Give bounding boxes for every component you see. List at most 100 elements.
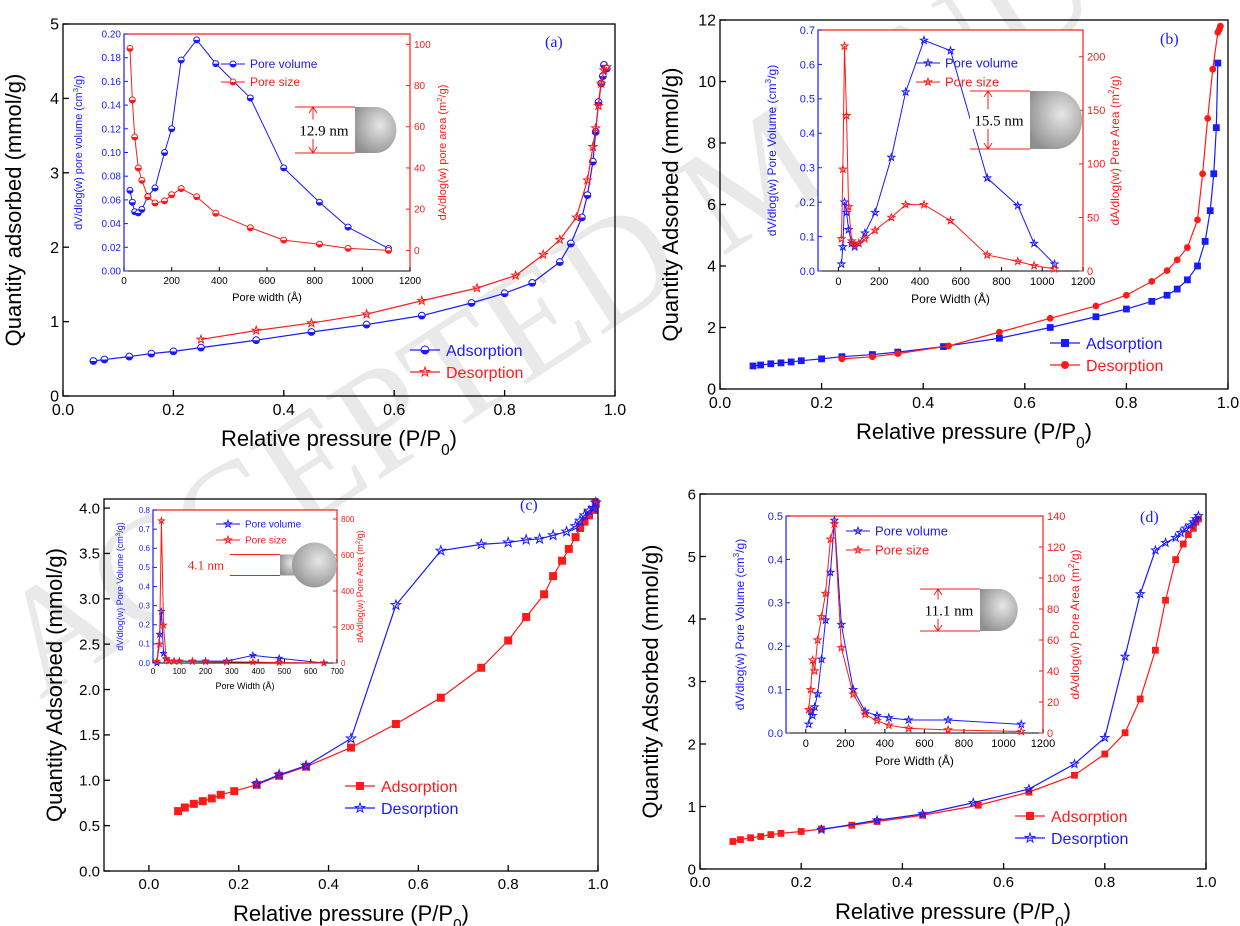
- inset-y-axis-title: dV/dlog(w) Pore Volume (cm3/g): [763, 65, 779, 236]
- y-tick-label: 0.0: [79, 863, 100, 880]
- y-tick-label: 1: [50, 314, 59, 331]
- x-tick-label: 0.2: [791, 874, 812, 891]
- inset-y-axis-title: dV/dlog(w) Pore Volume (cm3/g): [731, 539, 747, 710]
- pore-icon: [280, 542, 337, 588]
- inset-x-tick-label: 100: [173, 667, 187, 676]
- legend: Adsorption Desorption: [1015, 809, 1128, 848]
- x-tick-label: 0.4: [273, 402, 295, 419]
- data-point: [1029, 238, 1040, 248]
- data-point: [147, 349, 156, 358]
- data-point: [836, 619, 847, 629]
- inset-x-axis-title: Pore Width (Å): [215, 681, 274, 691]
- data-point: [344, 244, 352, 252]
- data-point: [585, 511, 594, 520]
- data-point: [1152, 646, 1159, 654]
- data-point: [943, 724, 954, 735]
- inset-chart: 0 100 200 300 400 500 600 700 0.0 0.1 0.2 0.3 0.4 0.5…: [115, 506, 366, 691]
- data-point: [883, 719, 894, 730]
- plot-frame: [62, 23, 616, 397]
- data-point: [131, 133, 139, 141]
- data-point: [1046, 324, 1054, 331]
- arrow-head: [933, 624, 943, 632]
- inset-chart: 0 200 400 600 800 1000 12000.00.10.20.30.40.50…: [731, 511, 1082, 768]
- pore-icon: [1030, 91, 1083, 149]
- inset-y-tick-label: 0.02: [102, 243, 122, 254]
- data-point: [1210, 170, 1218, 178]
- data-point: [198, 797, 207, 806]
- data-point: [554, 233, 566, 245]
- data-point: [996, 328, 1003, 336]
- inset-y2-tick-label: 120: [1047, 542, 1065, 554]
- data-point: [344, 732, 358, 744]
- pore-size-label: 12.9 nm: [299, 123, 349, 139]
- inset-x-axis-title: Pore width (Å): [232, 291, 302, 304]
- inset-x-tick-label: 400: [251, 667, 265, 676]
- inset-y-tick-label: 0.08: [102, 172, 122, 183]
- data-point: [1175, 526, 1187, 538]
- legend-marker: [353, 801, 367, 814]
- data-point: [272, 768, 286, 781]
- inset-chart: 0 200 400 600 800 1000 12000.00.10.20.30.40.50…: [763, 25, 1122, 306]
- inset-y-tick-label: 0.3: [139, 601, 151, 610]
- y-tick-label: 3: [50, 165, 59, 182]
- data-point: [197, 343, 205, 352]
- data-point: [161, 149, 169, 156]
- y-tick-label: 4: [50, 91, 59, 108]
- inset-y-tick-label: 0.7: [800, 25, 815, 37]
- data-point: [945, 342, 952, 350]
- x-tick-label: 0.2: [162, 402, 184, 419]
- inset-y2-tick-label: 200: [1087, 52, 1105, 64]
- data-point: [177, 56, 185, 64]
- x-tick-label: 1.0: [588, 876, 609, 893]
- panel-label: (a): [545, 34, 563, 51]
- data-point: [886, 212, 897, 222]
- data-point: [1029, 260, 1040, 270]
- chart-panel-a: 0.0 0.2 0.4 0.6 0.8 1.0 0 1 2 3 4 5 Relative pressur…: [1, 17, 626, 459]
- legend-marker: [356, 782, 364, 790]
- inset-legend-label: Pore volume: [875, 524, 948, 539]
- data-point: [1173, 285, 1181, 293]
- inset-y2-tick-label: 800: [341, 515, 355, 524]
- chart-panel-b: 0.0 0.2 0.4 0.6 0.8 1.0 0 2 4 6 8 10 12 Relative pres…: [658, 13, 1239, 452]
- inset-y-tick-label: 0.1: [139, 640, 151, 649]
- inset-y-axis-title: dV/dlog(w) pore volume (cm3/g): [71, 75, 86, 230]
- legend-label: Adsorption: [381, 779, 458, 796]
- data-point: [500, 289, 509, 298]
- inset-legend-label: Pore volume: [250, 57, 318, 71]
- series-line: [156, 520, 324, 664]
- arrow-head: [983, 90, 993, 98]
- data-point: [389, 598, 403, 611]
- data-point: [302, 762, 311, 771]
- x-tick-label: 0.8: [1094, 874, 1115, 891]
- data-point: [1194, 216, 1201, 224]
- data-point: [1160, 536, 1172, 548]
- data-point: [797, 828, 805, 835]
- data-point: [1068, 758, 1080, 769]
- inset-y-tick-label: 0.12: [102, 124, 122, 135]
- data-point: [1214, 28, 1222, 36]
- data-point: [777, 829, 785, 837]
- y-tick-label: 3: [688, 674, 696, 691]
- data-point: [1136, 695, 1144, 703]
- data-point: [1214, 59, 1222, 67]
- data-point: [126, 186, 134, 194]
- inset-x-tick-label: 800: [992, 276, 1010, 288]
- inset-y2-tick-label: 20: [1047, 697, 1059, 709]
- inset-legend-marker: [229, 60, 237, 68]
- series-line: [200, 66, 608, 341]
- y-axis-title: Quantity Adsorbed (mmol/g): [638, 545, 663, 819]
- x-tick-label: 0.8: [498, 876, 519, 893]
- data-point: [560, 525, 573, 537]
- data-point: [248, 657, 258, 666]
- data-point: [900, 86, 911, 97]
- inset-x-tick-label: 1000: [351, 276, 374, 287]
- y-tick-label: 0.5: [79, 818, 100, 835]
- y-tick-label: 1.5: [79, 727, 100, 744]
- data-point: [126, 44, 134, 52]
- inset-legend-marker: [229, 78, 237, 86]
- data-point: [385, 246, 393, 254]
- data-point: [869, 353, 876, 361]
- inset-y-tick-label: 0.5: [768, 511, 783, 523]
